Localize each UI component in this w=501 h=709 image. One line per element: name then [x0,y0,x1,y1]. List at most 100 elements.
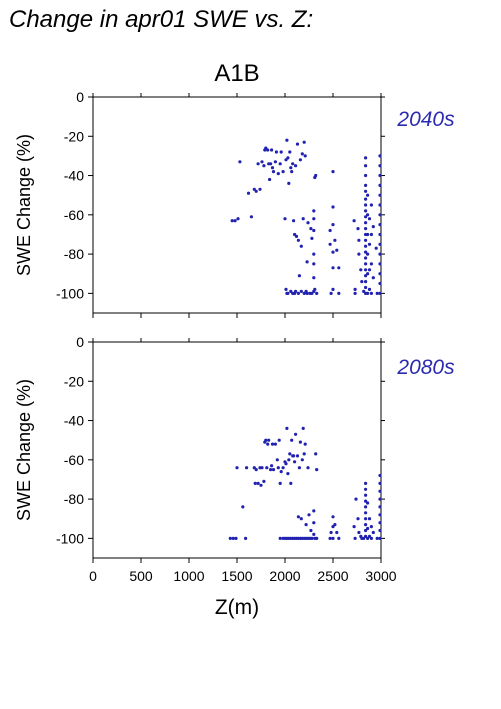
data-point [305,260,309,264]
data-point [367,287,372,291]
data-point [362,289,366,293]
x-tick-label: 3000 [365,568,396,584]
data-point [364,256,368,260]
data-point [364,487,368,491]
data-point [238,160,242,164]
data-point [378,481,382,485]
data-point [315,536,319,541]
data-point [290,438,294,442]
data-point [364,505,368,509]
data-point [294,164,298,168]
data-point [288,150,292,154]
data-point [364,244,368,248]
data-point [364,164,368,168]
data-point [249,215,253,219]
data-point [276,172,280,176]
data-point [331,536,335,541]
panel-2040s: 0 -20 -40 -60 -80 -100 SWE Change (%) 2040s [14,89,455,318]
data-point [254,189,258,193]
data-point [285,426,289,430]
data-point [367,517,372,521]
data-point [337,536,341,541]
data-point [303,154,307,158]
data-point [305,291,309,295]
data-point [314,452,318,456]
data-point [299,517,303,521]
data-point [369,536,373,541]
data-point [273,160,277,164]
data-point [364,203,368,207]
data-point [360,280,364,284]
data-point [253,481,257,485]
y-tick-label: -80 [64,246,84,262]
data-point [284,462,288,466]
data-point [367,268,372,272]
data-point [252,187,256,191]
data-point [309,227,313,231]
data-point [265,466,269,470]
data-point [233,219,237,223]
data-point [278,536,282,541]
data-point [275,458,279,462]
data-point [378,164,382,168]
data-point [328,242,332,246]
data-point [356,227,360,231]
data-point [369,232,373,237]
data-point [299,289,303,293]
data-point [297,274,301,278]
data-point [337,266,341,270]
data-point [303,442,307,446]
data-point [246,191,251,195]
x-tick-label: 1500 [221,568,252,584]
data-point [286,156,290,160]
data-point [286,472,290,476]
data-point [378,536,382,541]
data-point [331,266,335,270]
data-point [378,528,382,533]
data-point [266,148,270,152]
data-point [289,289,293,293]
data-point [364,285,368,290]
data-point [256,162,260,166]
data-point [333,523,337,527]
data-point [366,193,370,197]
data-point [364,227,368,231]
data-point [312,521,316,525]
data-point [294,234,299,238]
x-tick-label: 2500 [317,568,348,584]
data-point [378,154,382,158]
data-point [378,281,382,286]
data-point [281,170,285,174]
data-point [301,217,305,221]
data-point [378,272,382,276]
x-tick-label: 1000 [173,568,204,584]
data-point [364,274,368,278]
data-point [312,209,316,213]
data-point [378,473,382,478]
data-point [378,223,382,227]
data-point [290,170,294,174]
data-point [262,164,266,168]
data-point [364,511,368,515]
data-point [262,479,266,483]
data-point [378,173,382,178]
data-point [285,138,289,142]
data-point [364,238,368,242]
data-point [312,532,316,537]
data-point [309,528,313,533]
data-point [331,205,335,209]
y-tick-label: 0 [76,334,84,350]
y-tick-label: -40 [64,168,84,184]
data-point [331,170,335,174]
data-point [366,526,370,531]
data-point [291,162,295,166]
data-point [278,162,282,166]
data-point [270,166,275,170]
data-point [331,515,335,519]
figure-title: Change in apr01 SWE vs. Z: [9,6,313,33]
y-tick-label: -40 [64,413,84,429]
data-point [364,197,368,201]
data-point [271,170,276,174]
x-tick-label: 0 [89,568,97,584]
data-point [367,534,372,539]
